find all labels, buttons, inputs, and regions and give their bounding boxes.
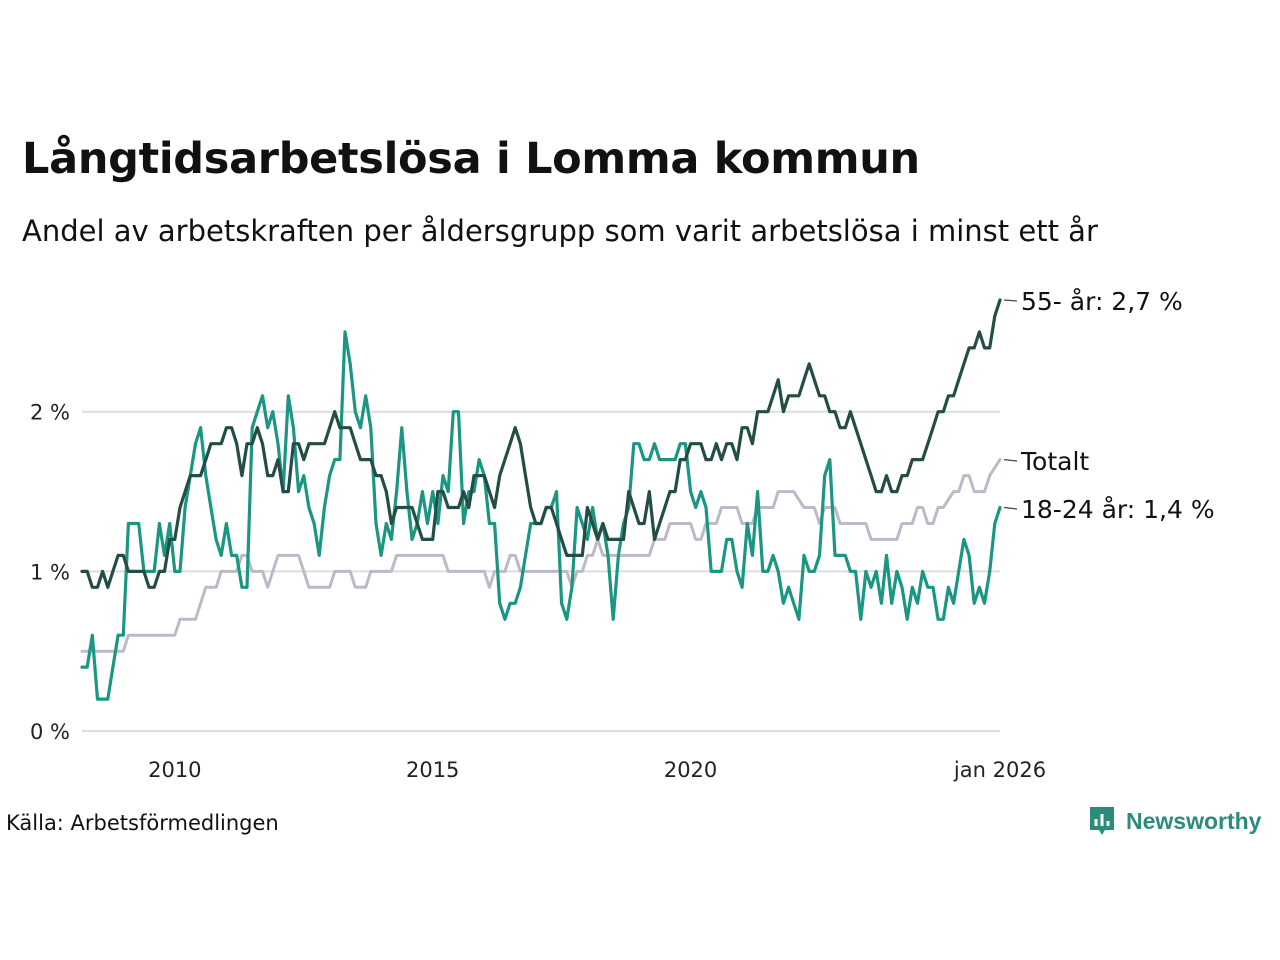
series-line-s55 bbox=[80, 298, 1002, 589]
series-label-s1824: 18-24 år: 1,4 % bbox=[1021, 495, 1215, 524]
chart-title: Långtidsarbetslösa i Lomma kommun bbox=[22, 134, 920, 184]
x-tick-label: jan 2026 bbox=[953, 758, 1046, 782]
series-label-total: Totalt bbox=[1020, 447, 1089, 476]
x-tick-label: 2015 bbox=[406, 758, 459, 782]
newsworthy-icon bbox=[1090, 807, 1114, 835]
label-leader-s55 bbox=[1003, 299, 1018, 302]
source-note: Källa: Arbetsförmedlingen bbox=[6, 811, 279, 835]
y-tick-label: 0 % bbox=[30, 720, 70, 744]
series-line-s1824 bbox=[80, 330, 1002, 701]
x-tick-label: 2020 bbox=[664, 758, 717, 782]
x-tick-label: 2010 bbox=[148, 758, 201, 782]
label-leader-s1824 bbox=[1003, 506, 1018, 510]
y-tick-label: 2 % bbox=[30, 401, 70, 425]
chart-subtitle: Andel av arbetskraften per åldersgrupp s… bbox=[22, 214, 1098, 248]
y-tick-label: 1 % bbox=[30, 560, 70, 584]
series-label-s55: 55- år: 2,7 % bbox=[1021, 287, 1183, 316]
brand-logo[interactable]: Newsworthy bbox=[1088, 804, 1261, 838]
brand-name: Newsworthy bbox=[1126, 807, 1262, 834]
label-leader-total bbox=[1003, 459, 1018, 462]
